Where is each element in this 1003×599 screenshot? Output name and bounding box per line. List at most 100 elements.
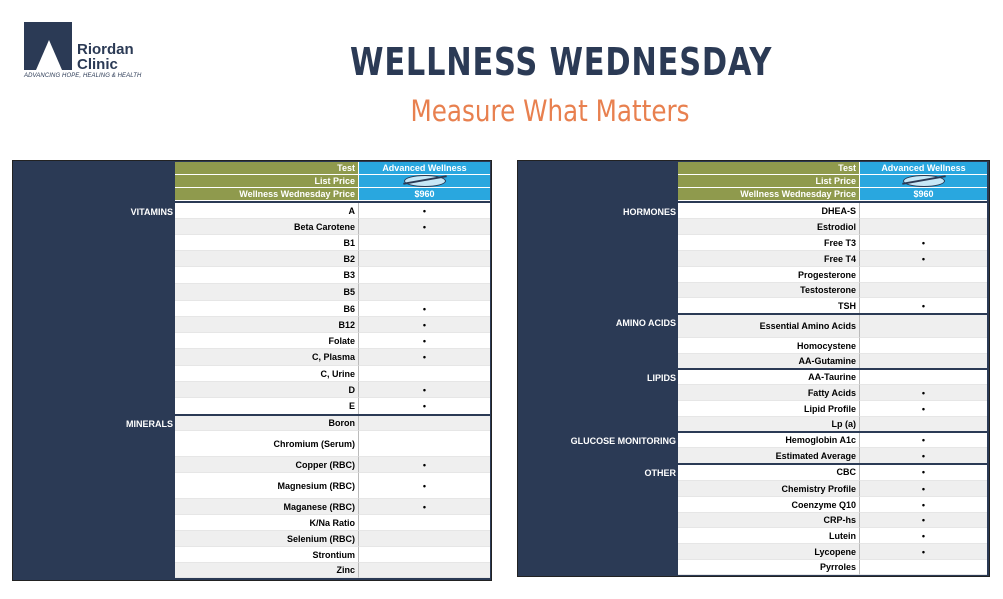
right-empty-cell — [859, 417, 987, 432]
left-table-row: Maganese (RBC) • — [175, 499, 490, 515]
right-test-name: Testosterone — [678, 283, 859, 298]
right-table-row: Lycopene • — [678, 544, 987, 560]
right-test-name: Fatty Acids — [678, 385, 859, 401]
left-empty-cell — [358, 366, 490, 382]
right-table-row: Testosterone — [678, 283, 987, 298]
right-header-list-price-value — [859, 175, 987, 188]
right-section-divider — [678, 463, 987, 465]
left-test-name: K/Na Ratio — [175, 515, 358, 531]
right-header-test-label: Test — [678, 162, 859, 175]
right-test-name: Lp (a) — [678, 417, 859, 432]
right-table-row: Fatty Acids • — [678, 385, 987, 401]
right-empty-cell — [859, 267, 987, 283]
left-header-list-price-label: List Price — [175, 175, 358, 188]
left-test-name: B12 — [175, 317, 358, 333]
included-bullet: • — [859, 497, 987, 513]
right-table-row: AA-Taurine — [678, 369, 987, 385]
right-table-row: Estimated Average • — [678, 448, 987, 464]
right-section-divider — [678, 431, 987, 433]
left-table-row: K/Na Ratio — [175, 515, 490, 531]
right-test-name: Hemoglobin A1c — [678, 432, 859, 448]
right-test-name: Progesterone — [678, 267, 859, 283]
left-test-name: D — [175, 382, 358, 398]
right-test-name: Homocystene — [678, 338, 859, 354]
right-test-name: AA-Taurine — [678, 369, 859, 385]
left-test-name: B3 — [175, 267, 358, 284]
logo-tagline: ADVANCING HOPE, HEALING & HEALTH — [24, 73, 142, 79]
right-test-name: Lutein — [678, 528, 859, 544]
right-table-row: Estrodiol — [678, 219, 987, 235]
included-bullet: • — [358, 301, 490, 317]
right-category-lipids: LIPIDS — [646, 373, 676, 383]
left-empty-cell — [358, 415, 490, 431]
right-test-table: Test Advanced Wellness List Price Wellness … — [517, 160, 990, 577]
left-table-row: Selenium (RBC) — [175, 531, 490, 547]
included-bullet: • — [859, 432, 987, 448]
logo-name: Riordan Clinic — [77, 42, 134, 72]
left-test-name: A — [175, 203, 358, 219]
left-table-row: B1 — [175, 235, 490, 251]
right-empty-cell — [859, 354, 987, 369]
right-table-row: CBC • — [678, 464, 987, 481]
included-bullet: • — [859, 481, 987, 497]
struck-out-price-icon — [902, 175, 945, 187]
right-table-row: Progesterone — [678, 267, 987, 283]
left-test-name: C, Urine — [175, 366, 358, 382]
right-header-ww-price-value: $960 — [859, 188, 987, 201]
left-empty-cell — [358, 431, 490, 457]
left-test-name: B6 — [175, 301, 358, 317]
left-header-ww-price-value: $960 — [358, 188, 490, 201]
left-table-row: Magnesium (RBC) • — [175, 473, 490, 499]
right-test-name: Pyrroles — [678, 560, 859, 575]
left-test-name: Maganese (RBC) — [175, 499, 358, 515]
left-empty-cell — [358, 563, 490, 578]
left-table-row: B3 — [175, 267, 490, 284]
right-empty-cell — [859, 219, 987, 235]
right-test-name: TSH — [678, 298, 859, 314]
right-table-row: TSH • — [678, 298, 987, 314]
left-table-row: C, Urine — [175, 366, 490, 382]
right-test-name: CRP-hs — [678, 513, 859, 528]
right-table-row: Coenzyme Q10 • — [678, 497, 987, 513]
included-bullet: • — [859, 385, 987, 401]
left-empty-cell — [358, 251, 490, 267]
left-test-name: E — [175, 398, 358, 415]
left-table-row: B12 • — [175, 317, 490, 333]
right-category-glucose-monitoring: GLUCOSE MONITORING — [570, 436, 676, 446]
left-test-name: B1 — [175, 235, 358, 251]
right-test-name: Lycopene — [678, 544, 859, 560]
right-section-divider — [678, 313, 987, 315]
left-empty-cell — [358, 515, 490, 531]
right-table-row: Lp (a) — [678, 417, 987, 432]
riordan-clinic-logo: Riordan Clinic ADVANCING HOPE, HEALING &… — [24, 22, 164, 82]
right-test-name: Coenzyme Q10 — [678, 497, 859, 513]
right-table-row: Free T3 • — [678, 235, 987, 251]
included-bullet: • — [358, 473, 490, 499]
right-header-ww-price-label: Wellness Wednesday Price — [678, 188, 859, 201]
left-empty-cell — [358, 284, 490, 301]
left-header-test-row: Test Advanced Wellness — [175, 162, 490, 175]
left-section-divider — [175, 414, 490, 416]
right-test-name: Estimated Average — [678, 448, 859, 464]
right-table-row: Chemistry Profile • — [678, 481, 987, 497]
left-empty-cell — [358, 235, 490, 251]
left-table-row: C, Plasma • — [175, 349, 490, 366]
right-table-row: Pyrroles — [678, 560, 987, 575]
left-table-row: B2 — [175, 251, 490, 267]
included-bullet: • — [859, 513, 987, 528]
left-header-test-label: Test — [175, 162, 358, 175]
left-category-vitamins: VITAMINS — [130, 207, 173, 217]
left-test-name: Zinc — [175, 563, 358, 578]
left-table-row: Chromium (Serum) — [175, 431, 490, 457]
right-empty-cell — [859, 283, 987, 298]
page-subtitle: Measure What Matters — [410, 94, 690, 128]
left-header-test-value: Advanced Wellness — [358, 162, 490, 175]
right-category-other: OTHER — [644, 468, 677, 478]
right-test-name: CBC — [678, 464, 859, 481]
left-test-name: B2 — [175, 251, 358, 267]
right-test-name: Lipid Profile — [678, 401, 859, 417]
right-test-name: Essential Amino Acids — [678, 314, 859, 338]
right-test-name: Chemistry Profile — [678, 481, 859, 497]
left-test-name: C, Plasma — [175, 349, 358, 366]
right-category-amino-acids: AMINO ACIDS — [615, 318, 676, 328]
